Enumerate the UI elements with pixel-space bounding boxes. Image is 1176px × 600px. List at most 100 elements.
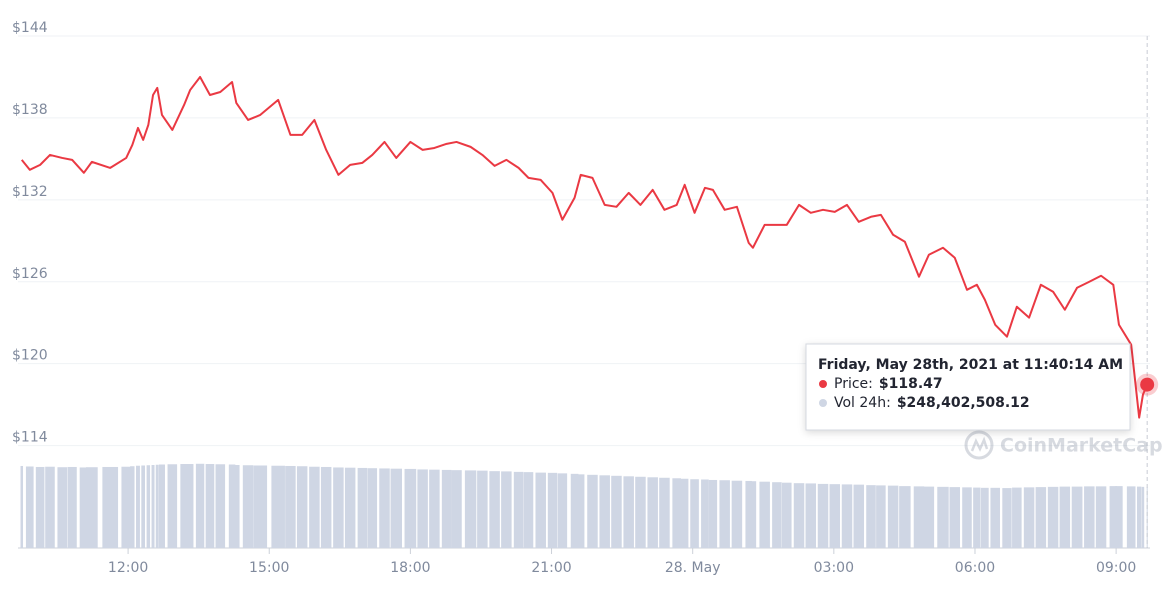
y-tick-label: $138 (12, 102, 48, 118)
volume-bar (79, 467, 89, 548)
volume-bar (772, 482, 782, 548)
x-tick-label: 09:00 (1096, 560, 1136, 576)
volume-bar (973, 487, 981, 548)
volume-bars (20, 463, 1148, 548)
volume-bar (215, 464, 226, 548)
volume-bar (195, 463, 205, 548)
volume-bar (367, 468, 378, 548)
volume-bar (86, 467, 98, 548)
volume-bar (45, 466, 55, 548)
volume-bar (1084, 486, 1095, 548)
volume-bar (102, 466, 119, 548)
volume-bar (690, 479, 699, 548)
volume-bar (20, 465, 24, 548)
volume-bar (136, 465, 140, 548)
volume-bar (866, 485, 876, 548)
volume-bar (141, 465, 145, 548)
volume-bar (67, 466, 77, 548)
volume-bar (309, 466, 320, 548)
volume-bar (829, 484, 841, 548)
volume-bar (745, 480, 752, 548)
y-tick-label: $132 (12, 184, 48, 200)
volume-bar (1109, 486, 1118, 548)
volume-bar (404, 468, 417, 548)
y-tick-label: $144 (12, 20, 48, 36)
watermark-text: CoinMarketCap (1000, 435, 1163, 457)
volume-bar (296, 466, 308, 548)
volume-bar (853, 484, 865, 548)
volume-bar (623, 476, 634, 548)
watermark-logo-mark (970, 436, 989, 452)
volume-bar (1136, 486, 1142, 548)
volume-bar (477, 470, 488, 548)
volume-bar (782, 482, 792, 548)
volume-bar (719, 480, 730, 548)
volume-bar (35, 466, 45, 548)
volume-bar (390, 468, 402, 548)
tooltip-dot (819, 399, 827, 407)
tooltip-title: Friday, May 28th, 2021 at 11:40:14 AM (818, 357, 1123, 373)
volume-bar (1095, 486, 1107, 548)
volume-bar (841, 484, 853, 548)
tooltip-row: Vol 24h: $248,402,508.12 (834, 395, 1030, 411)
watermark-logo (964, 430, 994, 460)
x-tick-label: 21:00 (531, 560, 571, 576)
volume-bar (876, 485, 886, 548)
tooltip-value: $118.47 (879, 376, 943, 392)
volume-bar (731, 480, 743, 548)
volume-bar (701, 479, 709, 548)
volume-bar (205, 464, 215, 548)
volume-bar (242, 465, 254, 548)
volume-bar (805, 483, 817, 548)
volume-bar (489, 471, 500, 548)
volume-bar (557, 473, 568, 548)
volume-bar (155, 464, 159, 548)
volume-bar (464, 470, 477, 548)
volume-bar (271, 465, 285, 548)
volume-bar (1059, 486, 1071, 548)
volume-bar (680, 478, 689, 548)
volume-bar (451, 470, 462, 548)
volume-bar (146, 465, 151, 548)
volume-bar (708, 479, 718, 548)
price-layer (20, 36, 1159, 548)
volume-bar (167, 464, 178, 548)
volume-bar (949, 487, 960, 548)
volume-bar (1115, 486, 1123, 548)
volume-bar (937, 486, 949, 548)
volume-bar (990, 487, 1000, 548)
volume-bar (570, 473, 579, 548)
volume-bar (320, 466, 332, 548)
tooltip-row: Price: $118.47 (834, 376, 943, 392)
volume-bar (576, 474, 585, 548)
volume-bar (523, 472, 534, 548)
volume-bar (501, 471, 512, 548)
tooltip-dot (819, 380, 827, 388)
volume-bar (635, 476, 646, 548)
volume-bar (357, 467, 368, 548)
volume-bar (535, 472, 546, 548)
volume-bar (130, 466, 135, 548)
tooltip-box (805, 343, 1131, 431)
x-tick-label: 06:00 (955, 560, 995, 576)
volume-bar (1035, 487, 1047, 548)
x-tick-label: 18:00 (390, 560, 430, 576)
volume-bar (333, 467, 344, 548)
volume-bar (599, 475, 610, 548)
volume-bar (1023, 487, 1035, 548)
y-tick-label: $120 (12, 348, 48, 364)
x-tick-label: 15:00 (249, 560, 289, 576)
tooltip: Friday, May 28th, 2021 at 11:40:14 AM Pr… (805, 343, 1131, 431)
volume-bar (417, 469, 428, 548)
tooltip-value: $248,402,508.12 (897, 395, 1030, 411)
volume-bar (899, 486, 911, 548)
x-tick-label: 28. May (665, 560, 721, 576)
volume-bar (793, 483, 805, 548)
volume-bar (121, 466, 131, 548)
volume-bar (57, 467, 68, 548)
volume-bar (1141, 486, 1145, 548)
volume-bar (1071, 486, 1083, 548)
volume-bar (923, 486, 935, 548)
volume-bar (759, 481, 770, 548)
